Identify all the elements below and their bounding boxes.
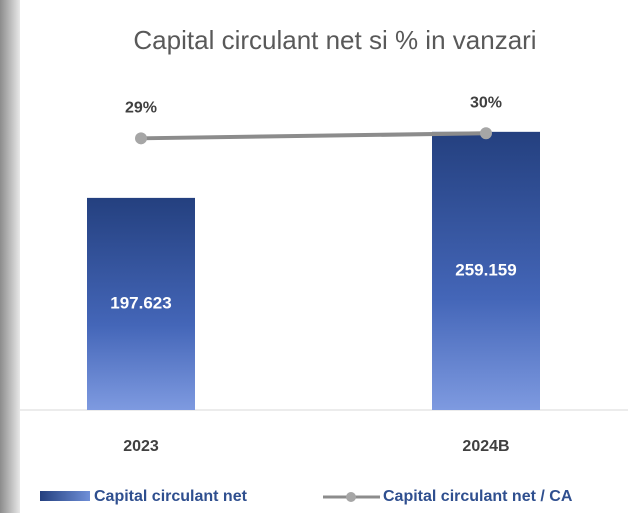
legend-label: Capital circulant net / CA — [383, 488, 573, 505]
frame-edge — [0, 0, 20, 513]
line-value-label: 30% — [470, 95, 502, 112]
line-value-label: 29% — [125, 100, 157, 117]
legend-label: Capital circulant net — [94, 488, 248, 505]
bar-value-label: 197.623 — [110, 293, 171, 312]
legend-marker — [346, 492, 356, 502]
legend-swatch — [40, 491, 90, 501]
x-tick-label: 2023 — [123, 438, 159, 455]
line — [140, 131, 487, 141]
chart-title: Capital circulant net si % in vanzari — [133, 25, 536, 55]
x-tick-label: 2024B — [462, 438, 509, 455]
bar — [87, 197, 195, 410]
bar-value-label: 259.159 — [455, 260, 516, 279]
line-marker — [135, 132, 147, 145]
bar — [432, 131, 540, 411]
line-marker — [480, 127, 492, 140]
